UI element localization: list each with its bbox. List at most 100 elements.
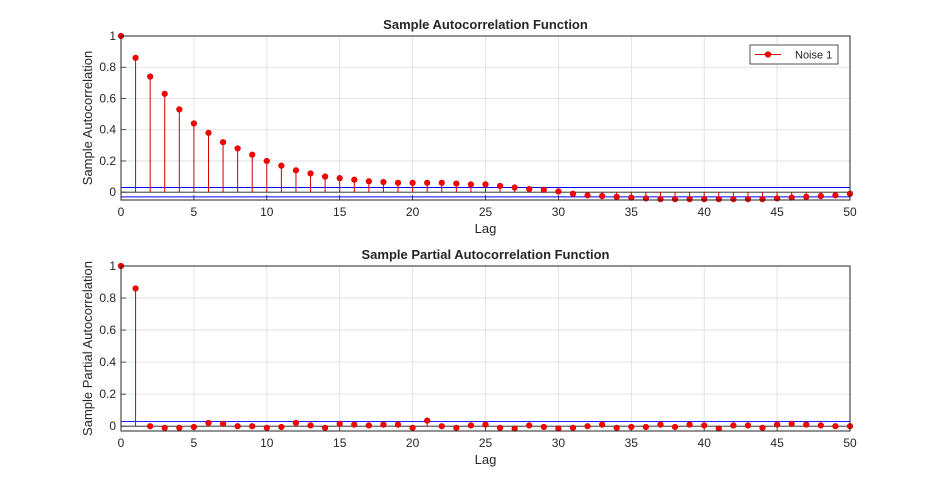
acf-x-axis-label: Lag (475, 221, 497, 236)
pacf-stem-lag-45 (773, 421, 781, 428)
acf-x-tick-label: 5 (191, 205, 198, 219)
pacf-stem-lag-18 (380, 421, 387, 428)
pacf-stem-marker (190, 423, 197, 431)
pacf-axes-frame (120, 265, 851, 432)
pacf-stem-lag-4 (176, 424, 183, 431)
acf-stem-marker (147, 73, 154, 80)
pacf-stem-marker (453, 424, 460, 431)
acf-y-tick-label: 0.6 (99, 91, 116, 105)
acf-stem-lag-31 (569, 190, 577, 197)
acf-stem-lag-7 (219, 139, 227, 193)
pacf-stem-marker (249, 423, 256, 430)
acf-stems (117, 32, 854, 203)
acf-stem-marker (336, 175, 343, 182)
pacf-stem-marker (219, 420, 227, 427)
pacf-x-tick-label: 10 (260, 436, 274, 450)
acf-stem-lag-46 (788, 192, 795, 201)
pacf-stem-marker (147, 423, 154, 430)
acf-stem-marker (234, 145, 241, 152)
acf-x-tick-label: 15 (333, 205, 347, 219)
acf-stem-lag-10 (263, 157, 270, 193)
acf-stem-lag-47 (803, 192, 810, 200)
pacf-stem-lag-33 (599, 421, 606, 428)
acf-stem-lag-20 (409, 179, 416, 193)
pacf-stem-lag-34 (613, 424, 620, 431)
pacf-x-tick-label: 30 (552, 436, 566, 450)
acf-stem-marker (482, 181, 489, 188)
acf-stem-marker (671, 196, 679, 203)
acf-stem-marker (161, 90, 168, 97)
pacf-stem-marker (701, 422, 708, 429)
pacf-stem-marker (599, 421, 606, 428)
pacf-stem-marker (263, 424, 270, 431)
acf-stem-marker (657, 196, 664, 203)
acf-stem-lag-34 (613, 192, 620, 200)
pacf-y-tick-label: 0.8 (99, 291, 116, 305)
acf-axes-frame (120, 35, 851, 201)
acf-stem-marker (744, 196, 752, 203)
acf-x-tick-label: 10 (260, 205, 274, 219)
pacf-x-tick-label: 50 (843, 436, 857, 450)
pacf-stem-lag-13 (307, 422, 314, 429)
acf-stem-lag-39 (686, 192, 693, 203)
pacf-y-tick-label: 0.2 (99, 387, 116, 401)
pacf-stem-lag-26 (496, 424, 504, 431)
pacf-y-tick-labels: 0 0.2 0.4 0.6 0.8 1 (99, 259, 116, 433)
legend-box (749, 44, 839, 65)
pacf-stem-marker (336, 420, 343, 427)
pacf-stem-lag-40 (701, 422, 708, 429)
acf-stem-marker (832, 192, 839, 199)
pacf-stem-marker (322, 424, 329, 431)
acf-stem-lag-22 (438, 179, 445, 193)
acf-stem-marker (365, 178, 372, 185)
pacf-stem-lag-23 (453, 424, 460, 431)
pacf-stem-lag-31 (569, 424, 577, 431)
pacf-stem-marker (409, 424, 416, 431)
acf-y-tick-label: 0.2 (99, 154, 116, 168)
pacf-stem-marker (467, 422, 475, 429)
legend-marker-swatch (764, 51, 772, 58)
pacf-y-tick-label: 0 (109, 419, 116, 433)
pacf-stem-lag-3 (161, 424, 168, 431)
pacf-stem-marker (569, 424, 577, 431)
pacf-stem-lag-42 (730, 422, 737, 429)
acf-x-tick-label: 30 (552, 205, 566, 219)
acf-stem-marker (322, 173, 329, 180)
acf-y-tick-label: 0.8 (99, 60, 116, 74)
acf-stem-lag-43 (744, 192, 752, 203)
pacf-stem-marker (176, 424, 183, 431)
pacf-stem-lag-20 (409, 424, 416, 431)
acf-stem-lag-19 (394, 179, 402, 193)
acf-stem-marker (132, 54, 139, 61)
acf-stem-marker (817, 192, 824, 200)
acf-stem-lag-16 (351, 176, 358, 193)
pacf-stem-lag-49 (832, 423, 839, 430)
pacf-stem-marker (540, 423, 547, 431)
acf-y-axis-label: Sample Autocorrelation (80, 51, 95, 185)
acf-x-tick-label: 20 (406, 205, 420, 219)
acf-stem-marker (176, 106, 183, 113)
pacf-x-tick-label: 40 (698, 436, 712, 450)
acf-stem-marker (511, 184, 518, 191)
pacf-stem-marker (380, 421, 387, 428)
pacf-stem-marker (351, 421, 358, 428)
pacf-x-tick-label: 20 (406, 436, 420, 450)
acf-stem-lag-13 (307, 170, 314, 193)
acf-stem-lag-30 (555, 188, 562, 195)
acf-stem-lag-21 (424, 179, 431, 193)
acf-stem-lag-14 (322, 173, 329, 193)
acf-x-tick-label: 0 (118, 205, 125, 219)
acf-stem-marker (467, 181, 475, 188)
legend-entry-noise-1: Noise 1 (795, 50, 832, 62)
acf-x-tick-label: 35 (625, 205, 639, 219)
pacf-stem-marker (584, 423, 591, 430)
acf-stem-marker (438, 179, 445, 186)
acf-stem-lag-37 (657, 192, 664, 203)
acf-stem-lag-40 (701, 192, 708, 203)
acf-stem-marker (394, 179, 402, 186)
pacf-stem-marker (642, 423, 649, 431)
acf-stem-marker (569, 190, 577, 197)
pacf-stem-marker (759, 424, 766, 431)
pacf-x-axis-label: Lag (475, 452, 497, 467)
